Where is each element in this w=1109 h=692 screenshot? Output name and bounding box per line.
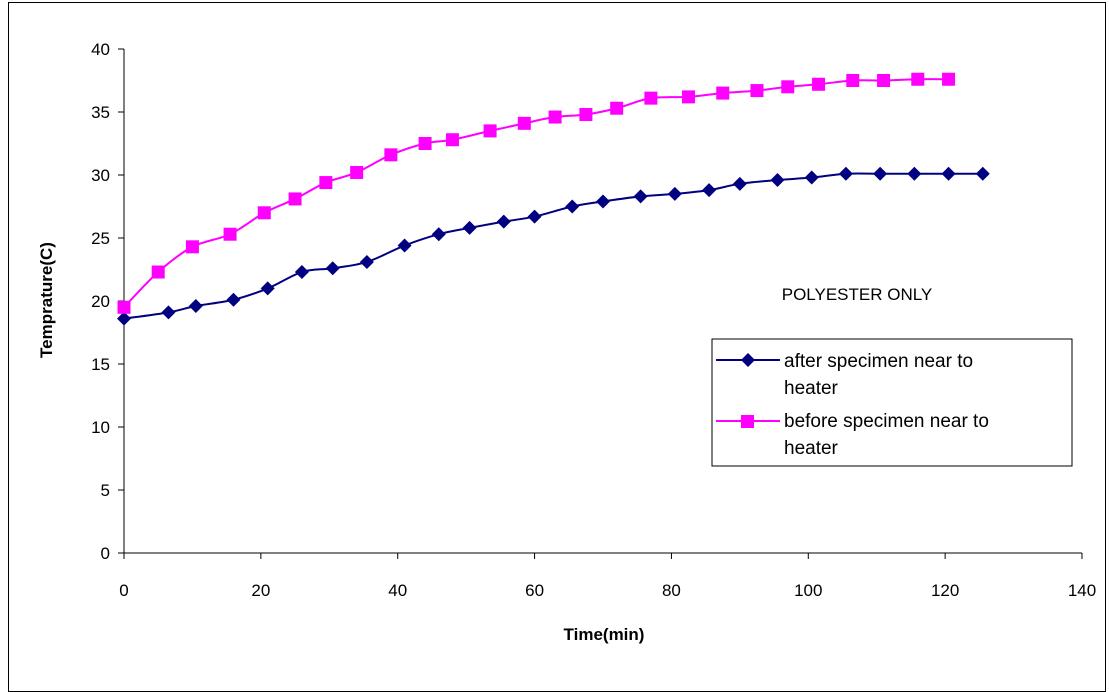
data-point-diamond (565, 199, 580, 214)
data-point-diamond (838, 166, 853, 181)
data-point-square (750, 84, 764, 98)
y-axis-title: Temprature(C) (37, 242, 56, 358)
data-point-square (223, 227, 237, 241)
legend-label-after-line1: after specimen near to (784, 351, 973, 372)
y-tick-label: 5 (101, 481, 110, 500)
legend: after specimen near to heater before spe… (711, 338, 1073, 467)
series-after (117, 166, 990, 326)
chart-annotation: POLYESTER ONLY (782, 285, 933, 304)
data-point-diamond (804, 170, 819, 185)
data-point-square (445, 133, 459, 147)
x-tick-label: 140 (1068, 581, 1096, 600)
legend-label-before-line1: before specimen near to (784, 411, 989, 432)
data-point-diamond (873, 166, 888, 181)
y-tick-label: 25 (91, 229, 110, 248)
data-point-diamond (596, 194, 610, 209)
y-tick-label: 35 (91, 103, 110, 122)
x-tick-label: 0 (119, 581, 128, 600)
legend-marker-after-icon (741, 353, 755, 367)
data-point-diamond (397, 238, 412, 253)
y-tick-label: 40 (91, 40, 110, 59)
data-point-square (812, 77, 826, 91)
data-point-diamond (633, 189, 648, 204)
line-chart: 0 5 10 15 20 25 30 35 40 0 20 40 60 80 100 120 140 Time(… (37, 40, 1096, 644)
data-point-square (682, 90, 696, 104)
series-line (123, 78, 949, 308)
y-tick-label: 20 (91, 292, 110, 311)
data-point-diamond (732, 176, 747, 191)
y-tick-label: 30 (91, 166, 110, 185)
data-point-square (350, 165, 364, 179)
axes: 0 5 10 15 20 25 30 35 40 0 20 40 60 80 100 120 140 (91, 40, 1096, 600)
legend-label-before-line2: heater (784, 438, 839, 459)
data-point-square (418, 137, 432, 150)
series-layer (117, 72, 990, 326)
data-point-diamond (359, 254, 374, 269)
data-point-diamond (226, 292, 241, 307)
data-point-square (644, 91, 658, 105)
data-point-square (548, 110, 562, 124)
data-point-diamond (770, 173, 785, 188)
y-tick-label: 15 (91, 355, 110, 374)
legend-label-after-line2: heater (784, 378, 839, 399)
data-point-diamond (161, 305, 176, 320)
data-point-square (257, 206, 271, 220)
x-tick-label: 60 (525, 581, 544, 600)
y-tick-label: 10 (91, 418, 110, 437)
data-point-diamond (294, 265, 309, 280)
data-point-square (579, 108, 593, 122)
data-point-diamond (667, 186, 682, 201)
data-point-square (716, 86, 730, 100)
data-point-diamond (431, 227, 446, 242)
legend-label-before: before specimen near to heater (784, 411, 994, 459)
data-point-square (288, 192, 302, 206)
data-point-diamond (907, 166, 922, 181)
data-point-diamond (975, 166, 990, 181)
data-point-diamond (325, 261, 340, 276)
x-tick-label: 20 (251, 581, 270, 600)
data-point-diamond (260, 281, 275, 296)
data-point-square (610, 101, 624, 115)
x-tick-label: 100 (794, 581, 822, 600)
x-tick-label: 120 (931, 581, 959, 600)
x-tick-label: 80 (662, 581, 681, 600)
data-point-diamond (702, 183, 717, 198)
x-tick-label: 40 (388, 581, 407, 600)
series-before (117, 72, 956, 314)
data-point-diamond (117, 311, 131, 326)
data-point-diamond (462, 220, 477, 235)
data-point-diamond (188, 299, 203, 314)
data-point-square (877, 74, 891, 87)
data-point-diamond (941, 166, 956, 181)
data-point-square (185, 240, 199, 254)
data-point-square (384, 148, 398, 162)
data-point-square (942, 72, 956, 86)
data-point-square (117, 300, 131, 314)
data-point-square (517, 116, 531, 130)
data-point-diamond (527, 209, 542, 224)
x-axis-title: Time(min) (564, 625, 645, 644)
data-point-square (151, 265, 165, 279)
y-tick-label: 0 (101, 544, 110, 563)
data-point-square (483, 124, 497, 138)
legend-marker-before-icon (741, 415, 754, 428)
data-point-diamond (496, 214, 511, 229)
data-point-square (319, 176, 333, 190)
data-point-square (846, 74, 860, 87)
legend-label-after: after specimen near to heater (784, 351, 978, 399)
data-point-square (911, 72, 925, 86)
data-point-square (781, 80, 795, 94)
